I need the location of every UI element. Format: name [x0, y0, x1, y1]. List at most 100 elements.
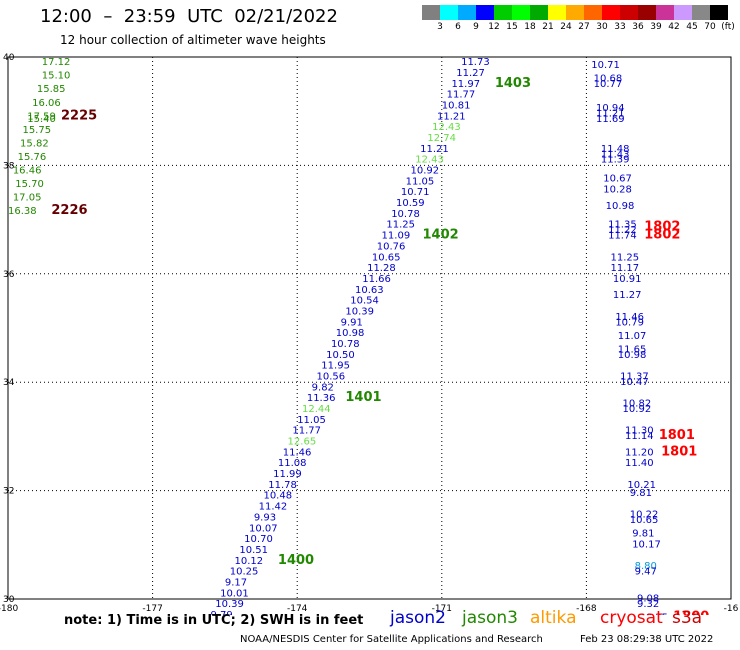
- wave-height-label: 10.39: [215, 599, 244, 610]
- wave-height-label: 11.46: [283, 447, 312, 458]
- legend-label: 45: [686, 22, 698, 32]
- wave-height-label: 10.28: [603, 185, 632, 196]
- wave-height-label: 11.42: [259, 502, 288, 513]
- satellite-cryosat: cryosat: [600, 608, 663, 628]
- wave-height-label: 15.40: [27, 114, 56, 125]
- wave-height-label: 11.21: [420, 144, 449, 155]
- map-frame: [7, 56, 732, 600]
- wave-height-label: 10.92: [410, 166, 439, 177]
- time-label: 1801: [659, 428, 695, 443]
- wave-height-label: 15.75: [22, 125, 51, 136]
- wave-height-label: 11.78: [268, 480, 297, 491]
- x-tick-label: -180: [0, 604, 18, 614]
- wave-height-label: 10.48: [263, 491, 292, 502]
- legend-swatch: [602, 5, 620, 20]
- y-tick-label: 32: [3, 487, 14, 497]
- wave-height-label: 10.94: [596, 103, 625, 114]
- wave-height-label: 9.93: [254, 512, 276, 523]
- x-tick-label: -177: [142, 604, 162, 614]
- time-label: 1402: [423, 228, 459, 243]
- wave-height-label: 10.98: [336, 328, 365, 339]
- wave-height-label: 10.68: [594, 73, 623, 84]
- wave-height-label: 11.65: [618, 344, 647, 355]
- legend-label: 21: [542, 22, 554, 32]
- wave-height-label: 9.79: [210, 610, 232, 615]
- wave-height-label: 10.63: [355, 285, 384, 296]
- wave-height-label: 11.77: [447, 90, 476, 101]
- legend-label: 70: [704, 22, 716, 32]
- wave-height-label: 11.69: [596, 114, 625, 125]
- wave-height-label: 10.21: [627, 480, 656, 491]
- legend-label: 9: [473, 22, 479, 32]
- satellite-s3a: s3a: [672, 608, 703, 628]
- wave-height-label: 8.80: [635, 561, 657, 572]
- legend-swatch: [692, 5, 710, 20]
- wave-height-label: 10.47: [620, 377, 649, 388]
- wave-height-label: 12.65: [288, 437, 317, 448]
- wave-height-label: 11.99: [273, 469, 302, 480]
- wave-height-label: 15.70: [15, 179, 44, 190]
- wave-height-label: 16.46: [13, 166, 42, 177]
- wave-height-label: 11.21: [437, 111, 466, 122]
- wave-height-label: 11.09: [382, 231, 411, 242]
- satellite-jason3: jason3: [462, 608, 518, 628]
- wave-height-label: 15.82: [20, 138, 49, 149]
- wave-height-label: 11.20: [625, 447, 654, 458]
- wave-height-label: 9.81: [630, 488, 652, 499]
- y-tick-label: 40: [3, 53, 15, 63]
- legend-label: 12: [488, 22, 500, 32]
- time-label: 2226: [51, 203, 87, 218]
- legend-swatch: [476, 5, 494, 20]
- wave-height-label: 10.59: [396, 198, 425, 209]
- wave-height-label: 10.25: [230, 567, 259, 578]
- wave-height-label: 17.59: [27, 111, 56, 122]
- legend-label: 36: [632, 22, 644, 32]
- wave-height-label: 9.08: [637, 594, 659, 605]
- chart-subtitle: 12 hour collection of altimeter wave hei…: [60, 33, 326, 47]
- wave-height-label: 11.07: [618, 331, 647, 342]
- wave-height-label: 11.27: [613, 290, 642, 301]
- legend-label: 42: [668, 22, 680, 32]
- wave-height-label: 11.14: [625, 431, 654, 442]
- note-text: note: 1) Time is in UTC; 2) SWH is in fe…: [64, 613, 364, 628]
- legend-label: 3: [437, 22, 443, 32]
- wave-height-label: 11.05: [406, 176, 435, 187]
- wave-height-label: 11.27: [456, 68, 485, 79]
- x-tick-label: -168: [576, 604, 597, 614]
- satellite-jason2: jason2: [390, 608, 446, 628]
- color-legend-labels: 3 6 9 12 15 18 21 24 27 30 33 36 39 42 45 70 (ft): [422, 22, 735, 34]
- satellite-altika: altika: [530, 608, 577, 628]
- x-tick-label: -174: [287, 604, 308, 614]
- time-label: 1801: [661, 444, 697, 459]
- wave-height-label: 16.38: [8, 206, 37, 217]
- legend-label: 24: [560, 22, 572, 32]
- legend-swatch: [422, 5, 440, 20]
- legend-label: 30: [596, 22, 608, 32]
- wave-height-label: 11.48: [601, 144, 630, 155]
- wave-height-label: 10.91: [613, 274, 642, 285]
- wave-height-label: 15.10: [42, 71, 71, 82]
- wave-height-label: 9.91: [341, 317, 363, 328]
- legend-swatch: [440, 5, 458, 20]
- y-tick-label: 38: [3, 161, 15, 171]
- wave-height-label: 10.98: [618, 350, 647, 361]
- time-label: 1802: [644, 228, 680, 243]
- legend-label: 39: [650, 22, 662, 32]
- wave-height-label: 15.76: [18, 152, 47, 163]
- legend-swatch: [530, 5, 548, 20]
- legend-swatch: [674, 5, 692, 20]
- legend-swatch: [584, 5, 602, 20]
- wave-height-label: 10.92: [623, 404, 652, 415]
- time-label: 1401: [345, 390, 381, 405]
- wave-height-label: 11.21: [596, 109, 625, 120]
- wave-height-label: 9.32: [637, 599, 659, 610]
- wave-height-label: 10.65: [630, 515, 659, 526]
- wave-height-label: 10.78: [331, 339, 360, 350]
- footer-timestamp: Feb 23 08:29:38 UTC 2022: [580, 634, 714, 645]
- wave-height-label: 9.17: [225, 577, 247, 588]
- wave-height-label: 10.79: [615, 317, 644, 328]
- wave-height-label: 10.78: [391, 209, 420, 220]
- wave-height-label: 10.51: [239, 545, 268, 556]
- wave-height-label: 10.77: [594, 79, 623, 90]
- wave-height-label: 10.71: [591, 60, 620, 71]
